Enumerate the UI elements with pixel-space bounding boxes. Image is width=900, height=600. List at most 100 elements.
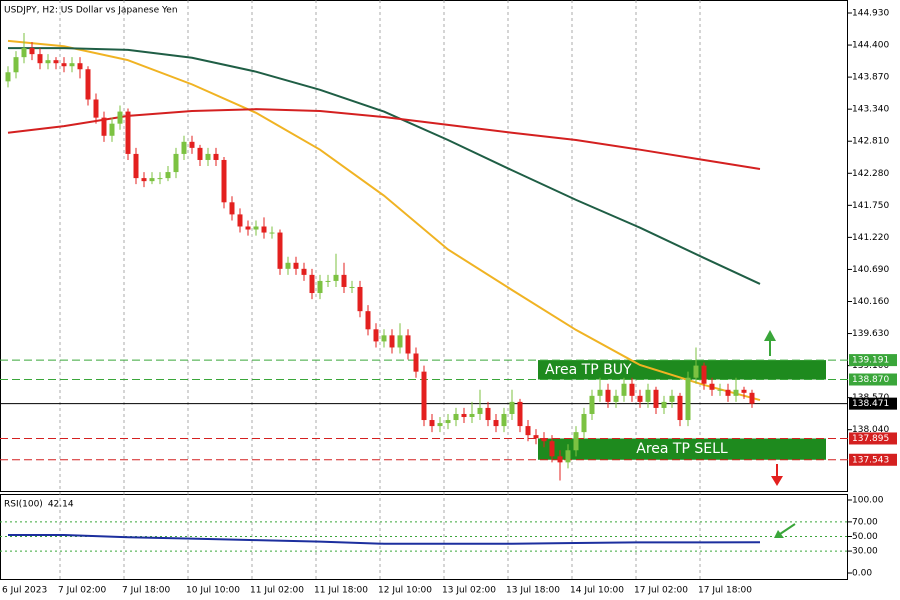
x-tick-label: 10 Jul 10:00 <box>186 586 240 596</box>
candle-body <box>693 365 699 378</box>
candle-body <box>381 335 387 342</box>
candle-body <box>589 395 595 414</box>
candle-body <box>285 262 291 269</box>
candle-body <box>701 365 707 384</box>
candle-body <box>565 450 571 463</box>
candle-body <box>445 420 451 424</box>
candle-body <box>365 311 371 330</box>
x-tick-label: 11 Jul 18:00 <box>314 586 368 596</box>
x-tick-label: 11 Jul 02:00 <box>250 586 304 596</box>
candle-body <box>197 147 203 160</box>
candle-body <box>637 395 643 402</box>
y-tick-label: 0.00 <box>852 568 872 578</box>
candle-body <box>501 413 507 427</box>
candle-body <box>557 456 563 463</box>
candle-body <box>357 286 363 312</box>
level-label-box <box>849 432 897 445</box>
candle-body <box>733 389 739 396</box>
candle-body <box>725 389 731 396</box>
candle-body <box>309 274 315 294</box>
candle-body <box>221 159 227 203</box>
candle-body <box>685 377 691 421</box>
y-tick-label: 139.100 <box>852 361 889 371</box>
level-label-box <box>849 354 897 367</box>
candle-body <box>349 286 355 288</box>
x-tick-label: 12 Jul 10:00 <box>378 586 432 596</box>
candle-body <box>213 153 219 160</box>
candle-body <box>629 383 635 396</box>
candle-body <box>293 262 299 269</box>
candle-body <box>269 232 275 234</box>
candle-body <box>53 60 59 64</box>
x-tick-label: 13 Jul 18:00 <box>506 586 560 596</box>
candle-body <box>109 123 115 136</box>
candle-body <box>13 57 19 73</box>
y-tick-label: 141.220 <box>852 233 889 243</box>
candle-body <box>605 389 611 402</box>
x-tick-label: 6 Jul 2023 <box>2 586 47 596</box>
y-tick-label: 30.00 <box>852 547 878 557</box>
candle-body <box>85 69 91 100</box>
candle-body <box>397 335 403 348</box>
candle-body <box>517 401 523 427</box>
candle-body <box>509 401 515 414</box>
y-tick-label: 70.00 <box>852 517 878 527</box>
candle-body <box>93 99 99 118</box>
pane-title: RSI(100) <box>4 500 43 510</box>
candle-body <box>77 63 83 70</box>
y-tick-label: 100.00 <box>852 495 884 505</box>
candle-body <box>573 432 579 451</box>
candle-body <box>661 401 667 408</box>
candle-body <box>141 178 147 182</box>
candle-body <box>341 274 347 287</box>
candle-body <box>261 226 267 233</box>
candle-body <box>613 395 619 402</box>
candle-body <box>325 280 331 282</box>
rsi-value: 42.14 <box>48 500 74 510</box>
candle-body <box>29 48 35 55</box>
sell-arrow <box>771 464 783 486</box>
candle-body <box>477 407 483 414</box>
x-tick-label: 7 Jul 02:00 <box>58 586 107 596</box>
y-tick-label: 140.160 <box>852 297 889 307</box>
candle-body <box>317 280 323 294</box>
zone-label: Area TP BUY <box>545 362 632 378</box>
y-tick-label: 142.810 <box>852 137 889 147</box>
candle-body <box>485 407 491 421</box>
x-tick-label: 7 Jul 18:00 <box>122 586 171 596</box>
candle-body <box>189 141 195 148</box>
candle-body <box>405 335 411 354</box>
candle-body <box>125 111 131 154</box>
y-tick-label: 142.280 <box>852 169 889 179</box>
candle-body <box>117 111 123 124</box>
rsi-line <box>8 534 761 545</box>
zone-label: Area TP SELL <box>636 441 728 457</box>
price-pane <box>0 0 848 492</box>
candle-body <box>69 63 75 67</box>
candle-body <box>749 392 755 404</box>
candle-body <box>741 389 747 393</box>
candle-body <box>245 226 251 230</box>
rsi-pane <box>0 494 848 580</box>
candle-body <box>437 423 443 427</box>
x-tick-label: 17 Jul 18:00 <box>698 586 752 596</box>
candle-body <box>253 226 259 230</box>
candle-body <box>157 178 163 180</box>
level-label: 138.870 <box>852 375 889 385</box>
level-label: 139.191 <box>852 356 889 366</box>
zone <box>538 360 826 380</box>
candle-body <box>493 420 499 427</box>
candle-body <box>597 389 603 396</box>
level-label-box <box>849 453 897 466</box>
candle-body <box>61 63 67 67</box>
candle-body <box>389 335 395 348</box>
candle-body <box>549 441 555 457</box>
candle-body <box>45 60 51 64</box>
x-tick-label: 14 Jul 10:00 <box>570 586 624 596</box>
candle-body <box>301 268 307 275</box>
candle-body <box>453 413 459 421</box>
y-tick-label: 143.870 <box>852 73 889 83</box>
candle-body <box>581 413 587 433</box>
buy-arrow <box>764 330 776 356</box>
candle-body <box>181 141 187 154</box>
